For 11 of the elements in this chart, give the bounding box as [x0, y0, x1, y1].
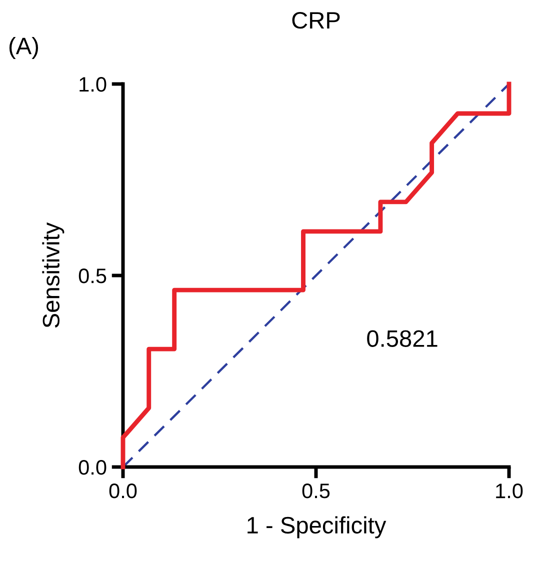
annotation: 0.5821	[367, 330, 438, 347]
x-axis-title: 1 - Specificity	[248, 516, 386, 538]
chart-title: CRP	[292, 12, 340, 29]
y-tick-label: 0.0	[78, 460, 106, 475]
text: (A)	[9, 36, 38, 59]
y-tick-label: 1.0	[80, 77, 106, 92]
x-tick-label: 0.0	[109, 484, 137, 498]
y-axis-title: Sensitivity	[42, 222, 64, 328]
x-tick-label: 0.5	[302, 484, 330, 498]
y-tick-label: 0.5	[78, 268, 106, 284]
x-tick-label: 1.0	[496, 484, 523, 498]
